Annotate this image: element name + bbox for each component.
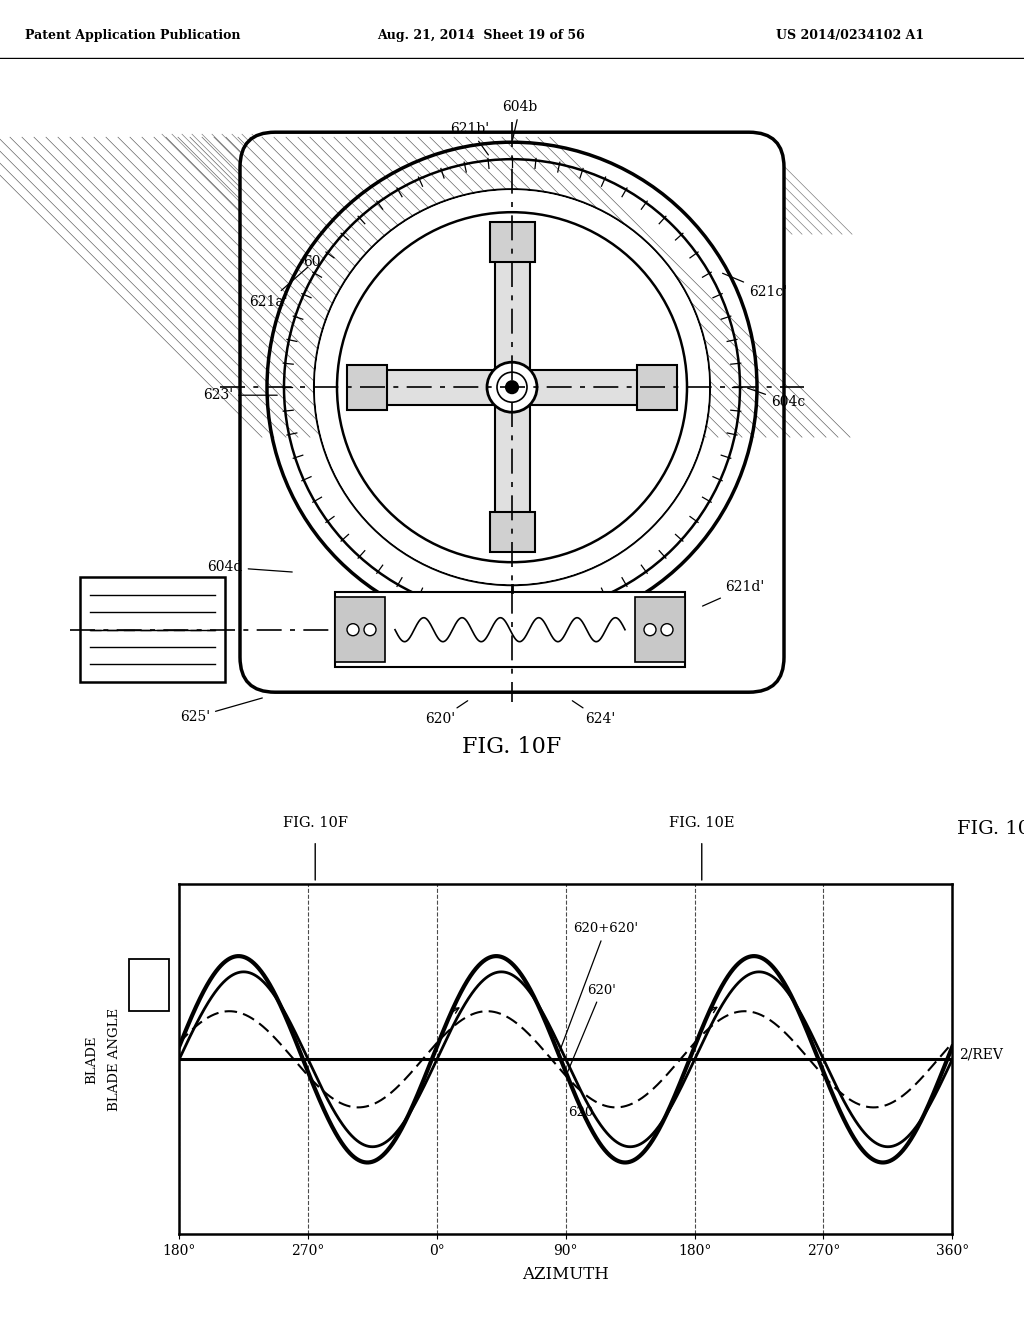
- Text: FIG. 10F: FIG. 10F: [283, 816, 348, 830]
- Circle shape: [487, 362, 537, 412]
- Circle shape: [337, 213, 687, 562]
- Text: 622': 622': [360, 197, 398, 230]
- Polygon shape: [347, 364, 387, 409]
- Circle shape: [506, 381, 518, 393]
- Text: 2/REV: 2/REV: [959, 1048, 1004, 1061]
- Text: FIG. 10F: FIG. 10F: [463, 737, 561, 758]
- Text: 625': 625': [180, 698, 262, 725]
- Text: 604a: 604a: [303, 227, 353, 269]
- Bar: [129, 958, 169, 1011]
- Bar: [335, 597, 385, 663]
- Text: 120a: 120a: [132, 978, 166, 991]
- Text: 621b': 621b': [451, 123, 489, 154]
- Polygon shape: [489, 512, 535, 552]
- Bar: [635, 597, 685, 663]
- Polygon shape: [489, 222, 535, 263]
- Polygon shape: [495, 257, 529, 378]
- Text: 621d': 621d': [702, 581, 765, 606]
- Bar: [335, 593, 685, 667]
- Polygon shape: [522, 370, 642, 405]
- Text: 604c: 604c: [748, 388, 805, 409]
- Text: BLADE: BLADE: [86, 1035, 98, 1084]
- Text: 620: 620: [552, 1036, 594, 1119]
- Text: 604: 604: [592, 183, 653, 232]
- Polygon shape: [495, 397, 529, 517]
- Text: 620+620': 620+620': [559, 923, 638, 1052]
- Circle shape: [347, 624, 359, 636]
- Text: 624': 624': [572, 701, 615, 726]
- FancyBboxPatch shape: [240, 132, 784, 692]
- Text: FIG. 10G: FIG. 10G: [957, 820, 1024, 838]
- X-axis label: AZIMUTH: AZIMUTH: [522, 1266, 609, 1283]
- Polygon shape: [382, 370, 502, 405]
- Circle shape: [262, 137, 762, 638]
- Text: US 2014/0234102 A1: US 2014/0234102 A1: [776, 29, 924, 42]
- Text: 621c': 621c': [723, 273, 787, 300]
- Polygon shape: [637, 364, 677, 409]
- Circle shape: [314, 189, 710, 585]
- Bar: [80, 577, 225, 682]
- Circle shape: [662, 624, 673, 636]
- Text: BLADE ANGLE: BLADE ANGLE: [109, 1007, 121, 1111]
- Circle shape: [644, 624, 656, 636]
- Circle shape: [284, 160, 740, 615]
- Text: FIG. 10E: FIG. 10E: [669, 816, 734, 830]
- Text: 620': 620': [567, 983, 616, 1073]
- Text: 604b: 604b: [503, 100, 538, 140]
- Text: Aug. 21, 2014  Sheet 19 of 56: Aug. 21, 2014 Sheet 19 of 56: [378, 29, 585, 42]
- Text: Patent Application Publication: Patent Application Publication: [26, 29, 241, 42]
- Text: 604d: 604d: [207, 560, 292, 574]
- Text: 620': 620': [425, 701, 468, 726]
- Text: 623': 623': [203, 388, 278, 403]
- Text: 621a': 621a': [249, 267, 308, 309]
- Circle shape: [364, 624, 376, 636]
- Circle shape: [315, 190, 709, 585]
